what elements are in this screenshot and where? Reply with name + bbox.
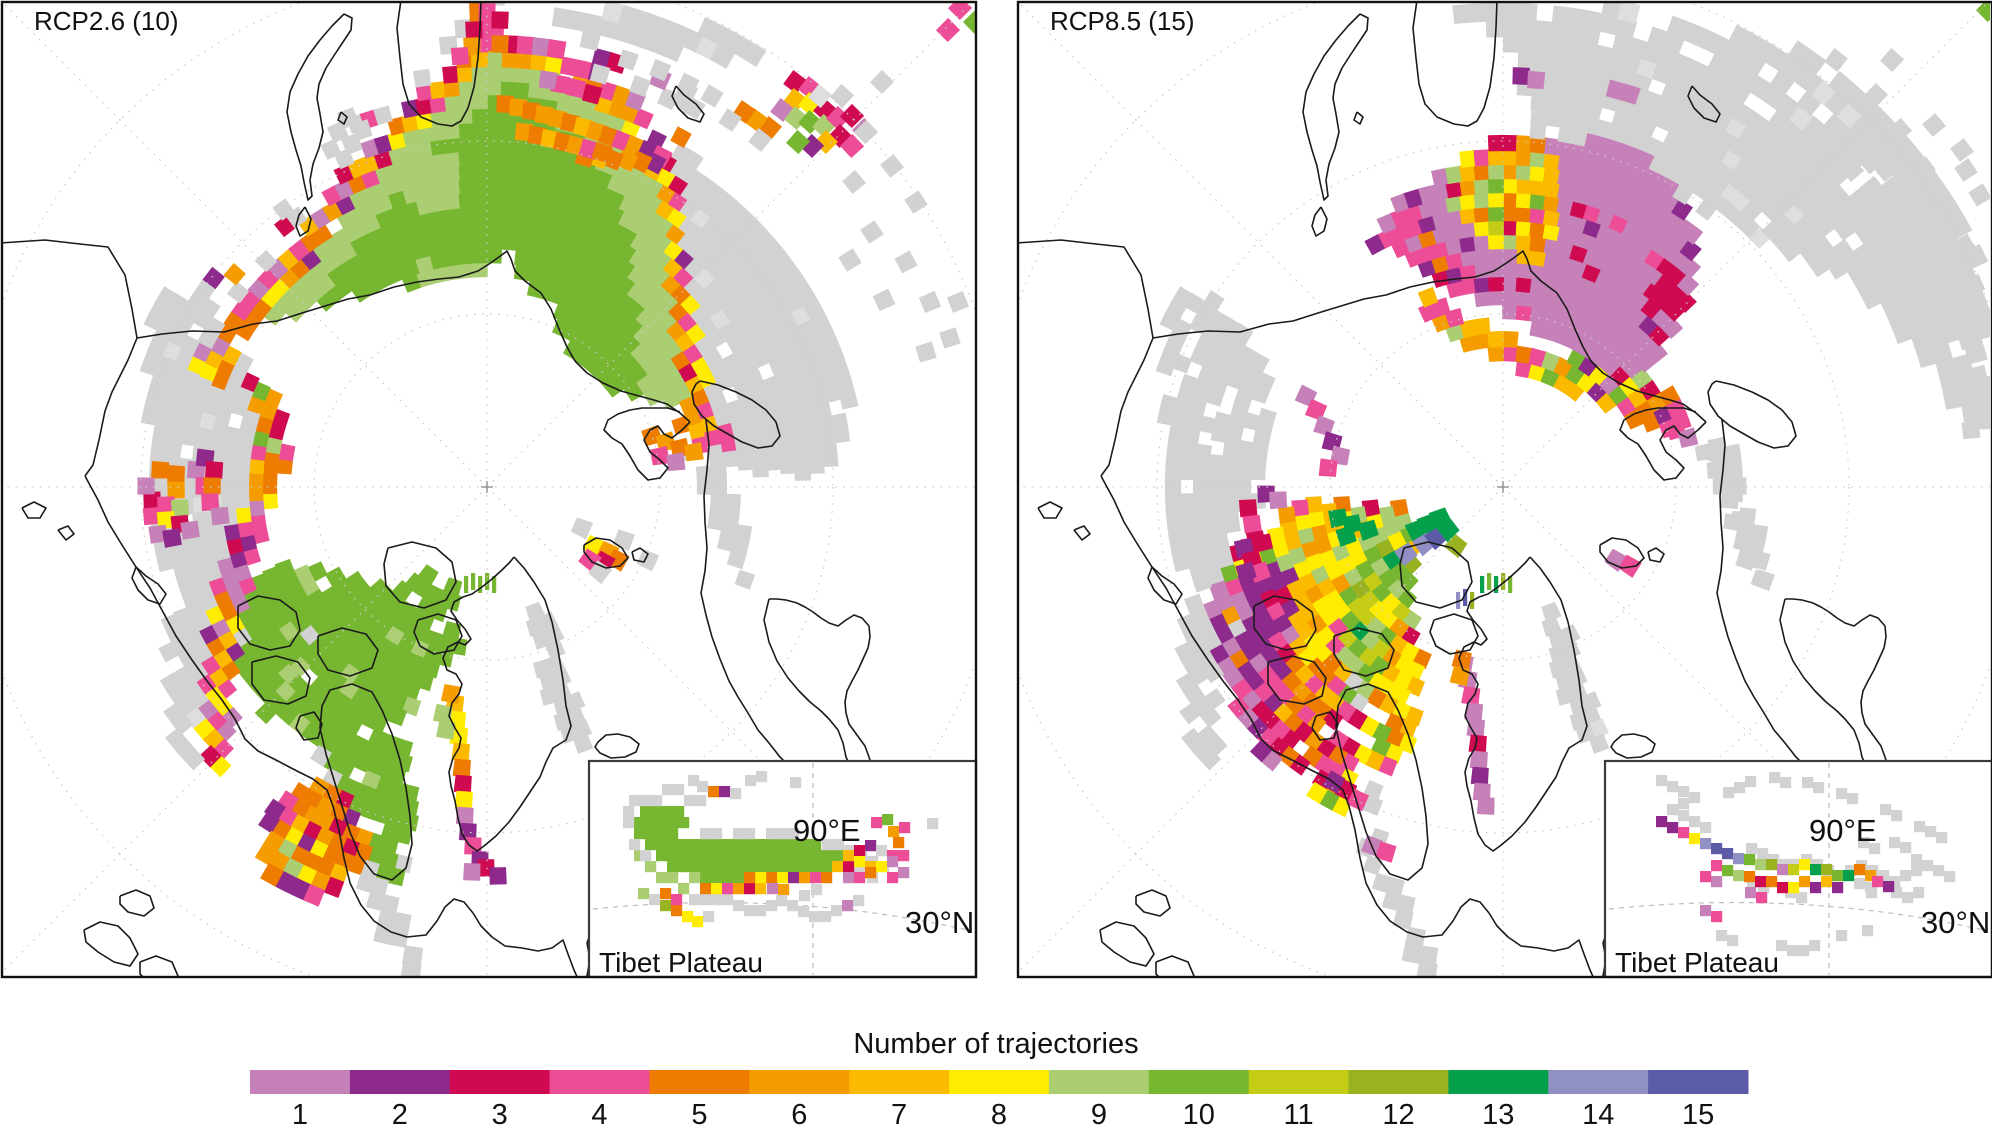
svg-text:10: 10 bbox=[1183, 1099, 1215, 1128]
svg-text:RCP2.6 (10): RCP2.6 (10) bbox=[34, 6, 179, 36]
svg-text:15: 15 bbox=[1682, 1099, 1714, 1128]
svg-text:Tibet Plateau: Tibet Plateau bbox=[1615, 947, 1779, 978]
svg-text:Tibet Plateau: Tibet Plateau bbox=[599, 947, 763, 978]
svg-text:6: 6 bbox=[791, 1099, 807, 1128]
svg-text:3: 3 bbox=[492, 1099, 508, 1128]
svg-text:4: 4 bbox=[591, 1099, 607, 1128]
svg-text:1: 1 bbox=[292, 1099, 308, 1128]
svg-text:2: 2 bbox=[392, 1099, 408, 1128]
svg-text:9: 9 bbox=[1091, 1099, 1107, 1128]
svg-text:12: 12 bbox=[1382, 1099, 1414, 1128]
svg-text:30°N: 30°N bbox=[905, 905, 974, 940]
svg-text:RCP8.5 (15): RCP8.5 (15) bbox=[1050, 6, 1195, 36]
svg-text:14: 14 bbox=[1582, 1099, 1614, 1128]
svg-text:Number of trajectories: Number of trajectories bbox=[853, 1028, 1138, 1060]
svg-text:13: 13 bbox=[1482, 1099, 1514, 1128]
svg-text:8: 8 bbox=[991, 1099, 1007, 1128]
svg-text:11: 11 bbox=[1284, 1099, 1314, 1128]
svg-text:5: 5 bbox=[691, 1099, 707, 1128]
svg-text:7: 7 bbox=[891, 1099, 907, 1128]
svg-text:90°E: 90°E bbox=[793, 813, 861, 848]
svg-text:30°N: 30°N bbox=[1921, 905, 1990, 940]
svg-text:90°E: 90°E bbox=[1809, 813, 1877, 848]
